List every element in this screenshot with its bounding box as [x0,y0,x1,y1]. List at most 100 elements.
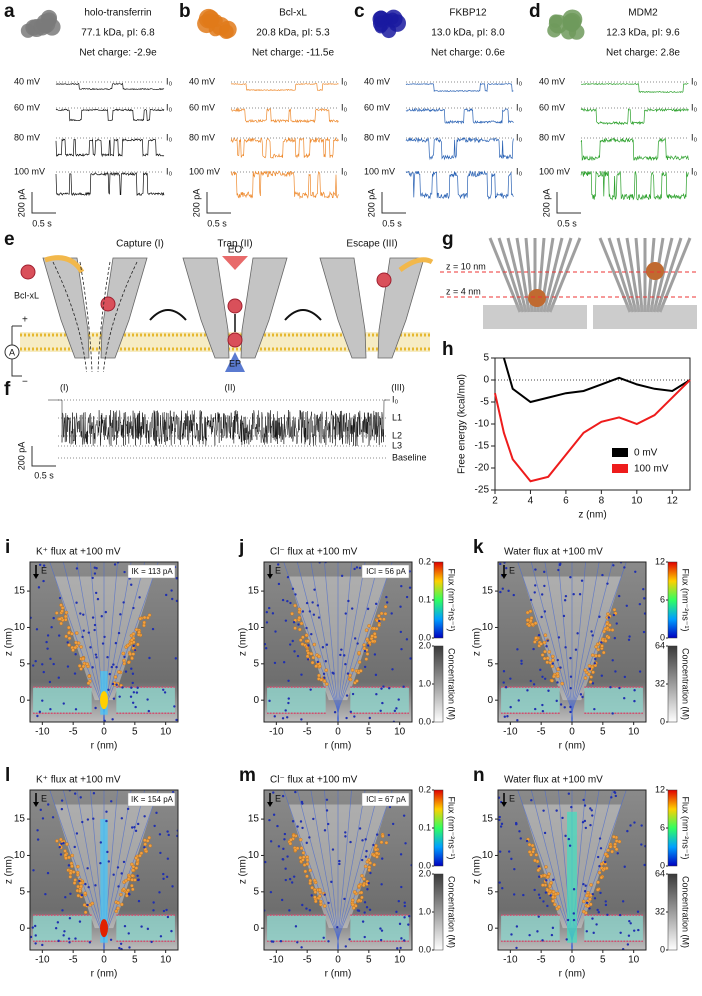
ion [67,937,71,940]
panel-letter: l [5,765,10,786]
ion [505,566,508,570]
flux-map [498,790,646,950]
ion [44,892,47,896]
helix-atom [596,647,601,652]
ion [152,901,155,904]
ion [321,646,325,649]
ion [325,798,329,801]
helix-atom [364,628,369,632]
ion [268,818,271,822]
field-label: E [509,793,515,803]
ion [623,675,627,679]
ion [515,925,519,928]
helix-atom [530,843,535,848]
helix-atom [127,660,131,665]
ion [123,924,127,928]
helix-atom [125,643,130,648]
helix-atom [117,670,121,674]
ion [101,642,105,645]
ion [541,939,544,942]
ion [79,612,82,615]
y-tick-label: 10 [248,622,260,633]
level-label: L1 [392,412,402,422]
ion [264,646,268,650]
helix-atom [76,870,80,875]
y-tick-label: 0 [19,695,25,706]
ion [137,899,141,903]
ion [325,643,329,646]
ion [111,718,114,721]
ion [507,850,511,853]
helix-atom [132,640,136,644]
pore-helix [607,237,635,313]
scale-bar [31,446,56,467]
ion [147,709,151,713]
ion [99,861,102,865]
x-tick-label: -10 [503,727,518,738]
ion [613,791,617,794]
colorbar-title: Flux (nm⁻²ns⁻¹) [681,569,691,632]
helix-atom [367,624,371,628]
ion [520,662,523,665]
ion [284,619,288,622]
ion [289,601,292,605]
ion [166,915,170,919]
ion [297,623,300,626]
ion [604,903,608,907]
ion [518,830,521,833]
streamline [571,562,602,722]
helix-atom [529,852,533,857]
ion [57,676,60,679]
ion [95,567,98,570]
helix-atom [525,618,530,622]
pore-helix [515,237,531,313]
ion [305,841,308,845]
y-axis-label: z (nm) [472,628,483,656]
ion [364,855,368,858]
current-trace [230,107,339,124]
ion [316,604,320,607]
ion [155,811,158,815]
helix-atom [527,623,531,628]
protein-mass: 77.1 kDa, pI: 6.8 [81,28,155,39]
helix-atom [317,664,322,669]
ion [134,829,138,833]
ion [140,925,143,928]
ion [60,799,64,802]
ion [130,826,134,829]
ion [301,903,304,907]
helix-atom [603,627,608,631]
ion [550,933,554,937]
ion [269,840,273,843]
helix-atom [542,873,547,878]
voltage-label: 40 mV [539,76,565,86]
x-tick-label: 10 [394,955,406,966]
ion [375,692,378,696]
current-trace [55,138,165,158]
ion [75,567,79,570]
ion [286,855,289,858]
helix-atom [350,668,355,672]
ion [162,872,165,876]
ion [37,586,41,589]
scale-time: 0.5 s [207,218,227,228]
helix-atom [77,664,82,668]
helix-atom [588,680,593,684]
helix-atom [60,606,65,610]
ion [529,679,532,683]
y-tick-label: 15 [248,586,260,597]
ion [590,809,593,812]
ion [49,708,52,711]
ion [628,919,631,923]
ion [158,891,161,894]
ion [277,582,281,586]
helix-atom [350,902,355,907]
ion [618,686,621,690]
helix-atom [533,858,537,863]
ion [598,865,601,868]
protein-charge: Net charge: -11.5e [252,48,335,59]
helix-atom [587,664,592,668]
helix-atom [355,679,359,683]
y-tick-label: -5 [480,397,489,408]
